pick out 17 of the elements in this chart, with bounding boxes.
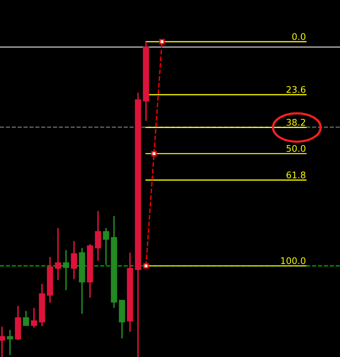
candlestick bbox=[14, 305, 22, 341]
candlestick bbox=[70, 240, 78, 280]
candlestick bbox=[62, 249, 70, 291]
candlestick bbox=[94, 210, 102, 262]
candlestick bbox=[54, 227, 62, 281]
text: 100.0 bbox=[281, 257, 306, 264]
candlestick bbox=[102, 227, 110, 266]
candlestick bbox=[30, 307, 38, 328]
text: 0.0 bbox=[292, 33, 306, 40]
text: 50.0 bbox=[286, 145, 306, 152]
candlestick bbox=[6, 329, 14, 356]
text: 38.2 bbox=[286, 118, 306, 126]
text: 61.8 bbox=[286, 172, 306, 178]
candlestick bbox=[22, 310, 30, 326]
text: 23.6 bbox=[286, 86, 306, 93]
candlestick bbox=[118, 299, 126, 340]
candlestick bbox=[0, 326, 6, 357]
